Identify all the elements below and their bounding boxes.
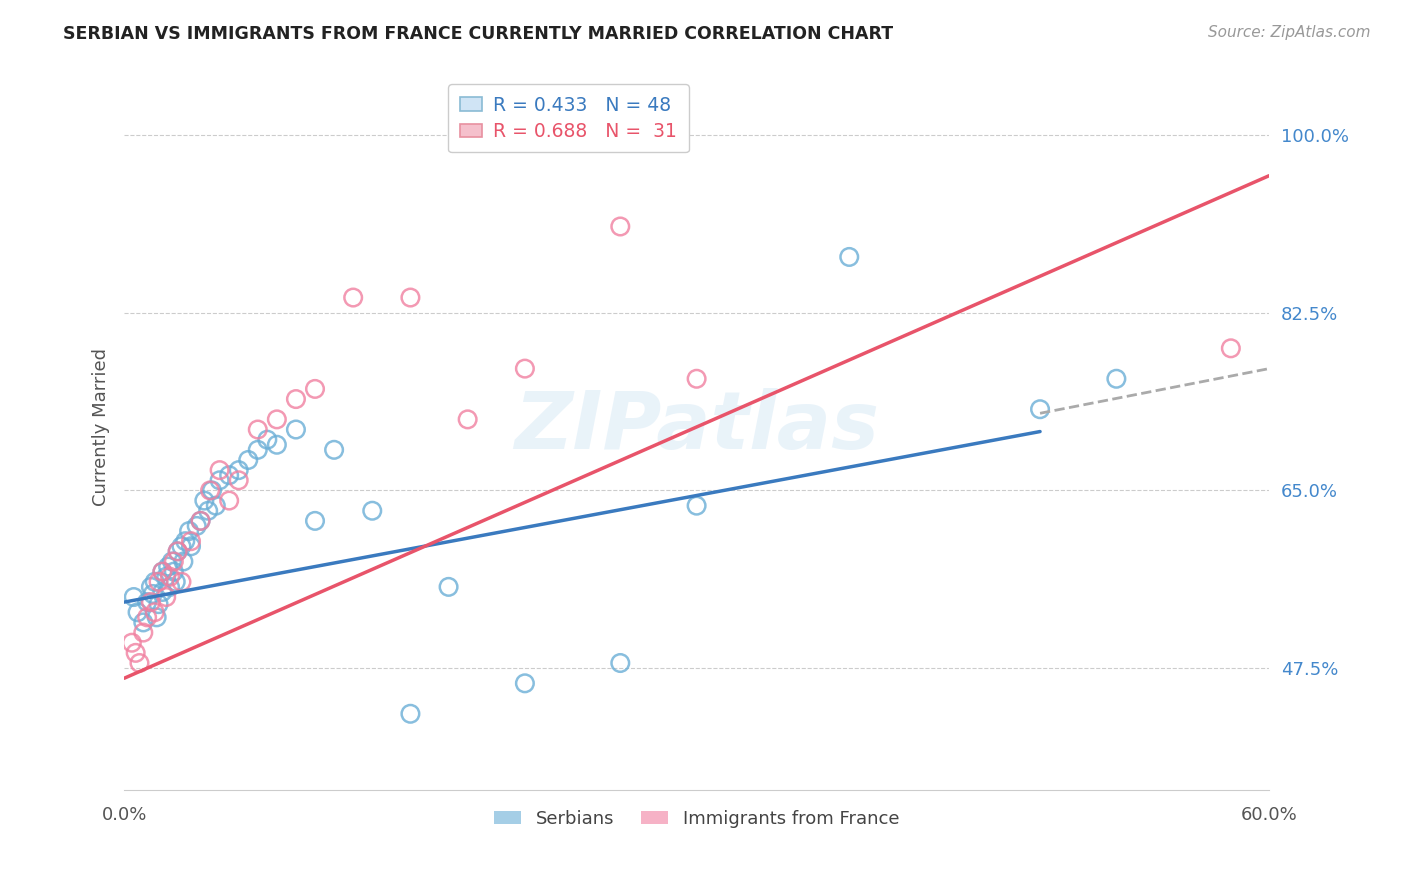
Point bbox=[284, 423, 307, 437]
Point bbox=[163, 554, 186, 568]
Point bbox=[228, 463, 250, 477]
Point bbox=[150, 585, 173, 599]
Point bbox=[122, 590, 145, 604]
Point bbox=[218, 468, 240, 483]
Point bbox=[284, 392, 307, 406]
Point bbox=[1105, 372, 1128, 386]
Point bbox=[218, 493, 240, 508]
Point bbox=[132, 615, 155, 630]
Point bbox=[170, 574, 193, 589]
Point bbox=[304, 382, 326, 396]
Point bbox=[127, 605, 149, 619]
Point bbox=[136, 610, 159, 624]
Point bbox=[124, 646, 146, 660]
Point bbox=[513, 361, 536, 376]
Point bbox=[166, 544, 188, 558]
Point bbox=[142, 587, 165, 601]
Point bbox=[193, 493, 215, 508]
Point bbox=[170, 539, 193, 553]
Point bbox=[159, 570, 181, 584]
Point bbox=[148, 597, 170, 611]
Point bbox=[121, 636, 143, 650]
Point bbox=[246, 423, 269, 437]
Point bbox=[304, 514, 326, 528]
Legend: Serbians, Immigrants from France: Serbians, Immigrants from France bbox=[486, 803, 907, 835]
Point bbox=[256, 433, 278, 447]
Point bbox=[150, 565, 173, 579]
Point bbox=[159, 580, 181, 594]
Point bbox=[1219, 341, 1241, 355]
Point bbox=[143, 574, 166, 589]
Point bbox=[457, 412, 479, 426]
Point bbox=[155, 590, 177, 604]
Point bbox=[148, 574, 170, 589]
Point bbox=[609, 219, 631, 234]
Point bbox=[246, 442, 269, 457]
Point bbox=[180, 539, 202, 553]
Point bbox=[139, 595, 162, 609]
Point bbox=[190, 514, 212, 528]
Point bbox=[266, 438, 288, 452]
Point bbox=[201, 483, 224, 498]
Point bbox=[399, 291, 422, 305]
Point bbox=[177, 524, 200, 538]
Point bbox=[197, 504, 219, 518]
Y-axis label: Currently Married: Currently Married bbox=[93, 348, 110, 506]
Point bbox=[238, 453, 260, 467]
Point bbox=[208, 463, 231, 477]
Point bbox=[399, 706, 422, 721]
Point bbox=[186, 519, 208, 533]
Point bbox=[180, 534, 202, 549]
Point bbox=[155, 570, 177, 584]
Point bbox=[160, 554, 183, 568]
Point bbox=[204, 499, 226, 513]
Point bbox=[139, 580, 162, 594]
Text: SERBIAN VS IMMIGRANTS FROM FRANCE CURRENTLY MARRIED CORRELATION CHART: SERBIAN VS IMMIGRANTS FROM FRANCE CURREN… bbox=[63, 25, 893, 43]
Point bbox=[685, 372, 707, 386]
Point bbox=[198, 483, 221, 498]
Point bbox=[609, 656, 631, 670]
Point bbox=[172, 554, 194, 568]
Point bbox=[266, 412, 288, 426]
Point bbox=[143, 605, 166, 619]
Point bbox=[128, 656, 150, 670]
Point bbox=[685, 499, 707, 513]
Point bbox=[838, 250, 860, 264]
Point bbox=[136, 595, 159, 609]
Point bbox=[1029, 402, 1052, 417]
Point bbox=[208, 473, 231, 487]
Point bbox=[157, 559, 180, 574]
Point bbox=[342, 291, 364, 305]
Point bbox=[174, 534, 197, 549]
Point bbox=[437, 580, 460, 594]
Point bbox=[190, 514, 212, 528]
Point bbox=[228, 473, 250, 487]
Text: ZIPatlas: ZIPatlas bbox=[515, 388, 879, 466]
Point bbox=[132, 625, 155, 640]
Point bbox=[513, 676, 536, 690]
Point bbox=[165, 574, 187, 589]
Point bbox=[150, 565, 173, 579]
Point bbox=[163, 565, 186, 579]
Text: Source: ZipAtlas.com: Source: ZipAtlas.com bbox=[1208, 25, 1371, 40]
Point bbox=[166, 544, 188, 558]
Point bbox=[361, 504, 384, 518]
Point bbox=[145, 610, 167, 624]
Point bbox=[323, 442, 346, 457]
